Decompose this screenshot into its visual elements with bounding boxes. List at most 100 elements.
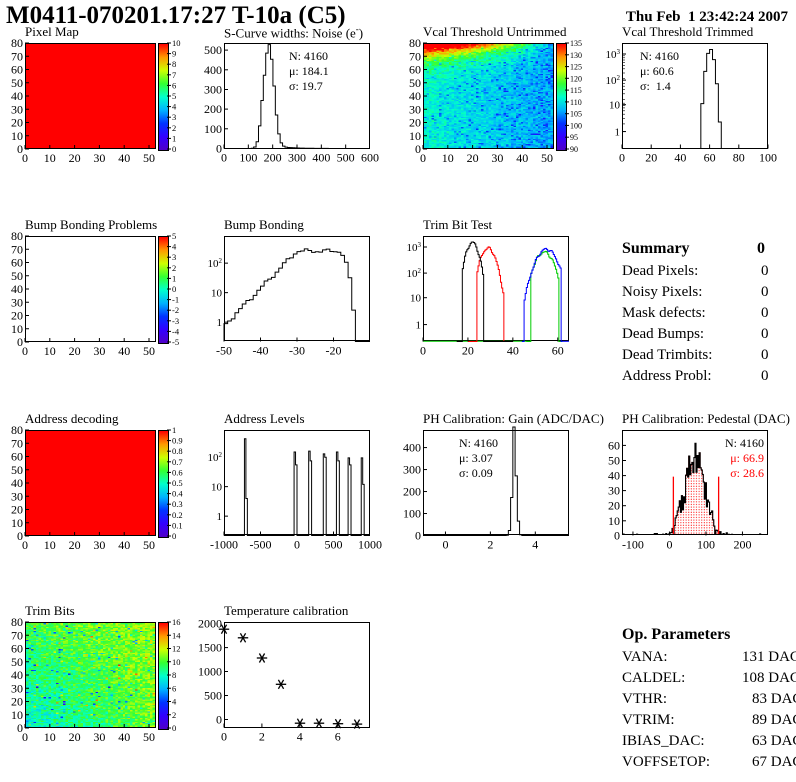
svg-text:0: 0 [172, 144, 176, 154]
svg-text:95: 95 [570, 133, 578, 142]
svg-text:8: 8 [172, 670, 176, 680]
svg-text:500: 500 [325, 537, 343, 551]
svg-text:200: 200 [204, 102, 222, 116]
svg-text:50: 50 [143, 151, 155, 165]
svg-text:-4: -4 [172, 326, 180, 336]
svg-text:40: 40 [11, 89, 23, 103]
svg-text:6: 6 [172, 80, 176, 90]
svg-text:90: 90 [570, 145, 578, 154]
svg-text:0: 0 [172, 531, 176, 541]
svg-text:40: 40 [11, 476, 23, 490]
svg-text:20: 20 [69, 151, 81, 165]
svg-text:60: 60 [409, 63, 421, 77]
svg-text:10: 10 [409, 129, 421, 143]
svg-text:102: 102 [208, 257, 223, 270]
svg-text:0: 0 [221, 151, 227, 165]
svg-text:100: 100 [570, 121, 582, 130]
svg-text:0: 0 [22, 538, 28, 552]
svg-text:10: 10 [442, 151, 454, 165]
svg-text:110: 110 [570, 98, 582, 107]
svg-text:1: 1 [172, 425, 176, 435]
svg-text:30: 30 [608, 483, 620, 497]
svg-text:400: 400 [403, 440, 421, 454]
svg-text:200: 200 [403, 484, 421, 498]
svg-text:102: 102 [407, 267, 422, 280]
svg-text:30: 30 [11, 489, 23, 503]
svg-text:2: 2 [172, 262, 176, 272]
svg-text:0: 0 [614, 528, 620, 542]
svg-text:-40: -40 [253, 343, 269, 357]
svg-text:10: 10 [172, 38, 181, 48]
svg-text:60: 60 [704, 151, 716, 165]
svg-text:16: 16 [172, 617, 181, 627]
svg-text:7: 7 [172, 70, 176, 80]
svg-text:30: 30 [11, 102, 23, 116]
svg-text:200: 200 [733, 537, 751, 551]
svg-text:10: 10 [44, 730, 56, 744]
svg-text:-20: -20 [326, 343, 342, 357]
svg-text:60: 60 [608, 438, 620, 452]
svg-text:4: 4 [297, 730, 303, 744]
svg-text:60: 60 [552, 343, 564, 357]
svg-text:2: 2 [172, 710, 176, 720]
svg-text:10: 10 [11, 708, 23, 722]
svg-text:5: 5 [172, 231, 176, 241]
svg-text:-1000: -1000 [210, 537, 238, 551]
svg-text:10: 10 [44, 151, 56, 165]
svg-text:0: 0 [415, 528, 421, 542]
svg-text:80: 80 [11, 423, 23, 437]
svg-text:60: 60 [11, 642, 23, 656]
svg-text:60: 60 [11, 255, 23, 269]
svg-text:400: 400 [312, 151, 330, 165]
svg-text:20: 20 [69, 538, 81, 552]
svg-text:400: 400 [204, 63, 222, 77]
svg-text:20: 20 [69, 730, 81, 744]
svg-text:0.8: 0.8 [172, 446, 183, 456]
svg-text:20: 20 [11, 116, 23, 130]
svg-text:30: 30 [93, 344, 105, 358]
svg-text:50: 50 [143, 730, 155, 744]
svg-text:120: 120 [570, 74, 582, 83]
svg-text:20: 20 [467, 151, 479, 165]
svg-text:500: 500 [337, 151, 355, 165]
svg-text:0.9: 0.9 [172, 435, 183, 445]
svg-text:10: 10 [44, 344, 56, 358]
svg-text:30: 30 [11, 681, 23, 695]
svg-text:1000: 1000 [358, 537, 382, 551]
svg-text:6: 6 [335, 730, 341, 744]
svg-text:125: 125 [570, 63, 582, 72]
svg-text:30: 30 [93, 730, 105, 744]
svg-text:300: 300 [403, 462, 421, 476]
svg-text:20: 20 [645, 151, 657, 165]
svg-text:70: 70 [11, 628, 23, 642]
svg-text:50: 50 [409, 76, 421, 90]
svg-text:-50: -50 [216, 343, 232, 357]
svg-text:50: 50 [11, 655, 23, 669]
svg-text:40: 40 [507, 343, 519, 357]
svg-text:0.3: 0.3 [172, 499, 183, 509]
svg-text:50: 50 [143, 344, 155, 358]
svg-text:0: 0 [22, 730, 28, 744]
svg-text:135: 135 [570, 39, 582, 48]
svg-text:20: 20 [11, 308, 23, 322]
svg-text:0: 0 [22, 151, 28, 165]
svg-text:0: 0 [420, 343, 426, 357]
svg-text:40: 40 [118, 538, 130, 552]
svg-text:80: 80 [733, 151, 745, 165]
svg-text:-500: -500 [250, 537, 272, 551]
svg-text:0: 0 [420, 151, 426, 165]
svg-text:100: 100 [204, 122, 222, 136]
svg-text:10: 10 [11, 129, 23, 143]
svg-text:40: 40 [118, 344, 130, 358]
svg-text:4: 4 [172, 697, 177, 707]
svg-text:20: 20 [608, 498, 620, 512]
svg-text:70: 70 [11, 49, 23, 63]
svg-text:80: 80 [11, 229, 23, 243]
svg-text:40: 40 [608, 468, 620, 482]
svg-text:10: 10 [172, 657, 181, 667]
svg-text:0: 0 [216, 713, 222, 727]
svg-text:40: 40 [118, 730, 130, 744]
svg-text:10: 10 [44, 538, 56, 552]
svg-text:0: 0 [172, 723, 176, 733]
svg-text:50: 50 [143, 538, 155, 552]
